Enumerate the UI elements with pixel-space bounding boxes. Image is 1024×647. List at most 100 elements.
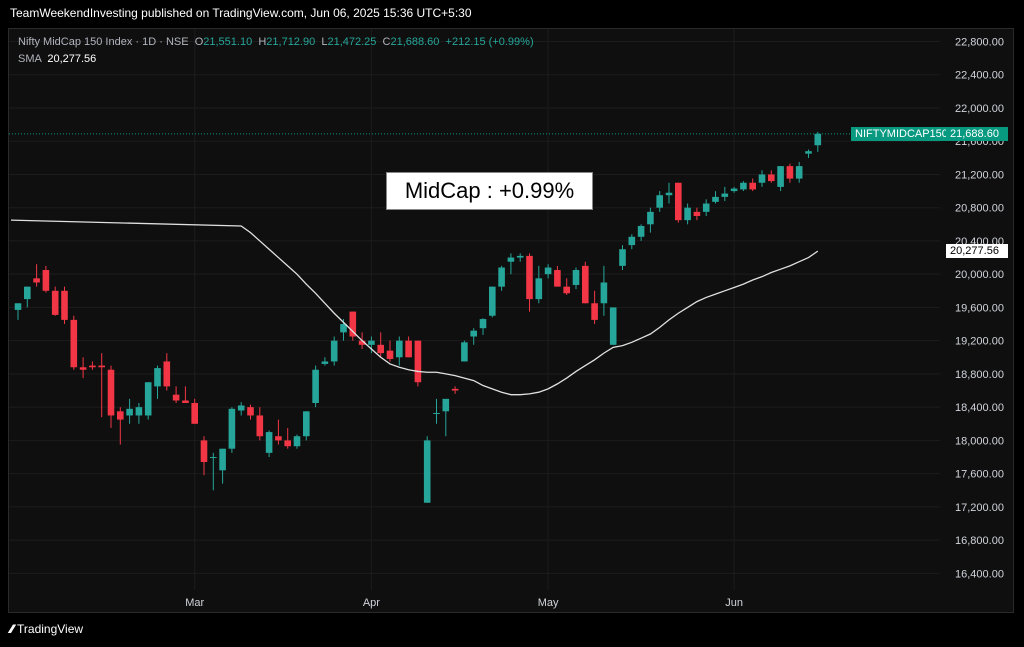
candle-body xyxy=(377,344,384,354)
candle[interactable] xyxy=(805,149,812,158)
candle-body xyxy=(265,432,273,453)
candle[interactable] xyxy=(693,207,701,221)
candle[interactable] xyxy=(349,311,357,341)
candle[interactable] xyxy=(396,336,403,366)
candle[interactable] xyxy=(665,182,673,204)
price-axis: 22,800.0022,400.0022,000.0021,600.0021,2… xyxy=(955,36,1004,580)
candle[interactable] xyxy=(656,191,663,212)
candle[interactable] xyxy=(330,336,338,366)
candle[interactable] xyxy=(433,398,440,424)
candle[interactable] xyxy=(470,328,477,345)
sma-line xyxy=(10,219,819,396)
legend-symbol[interactable]: Nifty MidCap 150 Index · 1D · NSE xyxy=(18,36,189,48)
candle[interactable] xyxy=(768,170,775,183)
candle[interactable] xyxy=(237,402,245,416)
candle[interactable] xyxy=(33,264,40,287)
candle[interactable] xyxy=(516,253,524,262)
candle[interactable] xyxy=(144,382,152,420)
candle[interactable] xyxy=(284,427,291,449)
candle[interactable] xyxy=(293,434,301,449)
candle[interactable] xyxy=(758,170,766,187)
candle[interactable] xyxy=(303,411,310,441)
candle[interactable] xyxy=(572,267,580,290)
candle[interactable] xyxy=(321,357,329,366)
candle[interactable] xyxy=(89,361,96,370)
candle[interactable] xyxy=(582,261,589,304)
candle[interactable] xyxy=(247,404,254,420)
candle[interactable] xyxy=(154,365,161,399)
legend-sma-row[interactable]: SMA 20,277.56 xyxy=(18,51,534,68)
candle[interactable] xyxy=(461,340,468,362)
candle[interactable] xyxy=(535,265,543,304)
candle[interactable] xyxy=(554,265,561,287)
candle[interactable] xyxy=(14,303,22,320)
candle-body xyxy=(656,195,663,208)
candle[interactable] xyxy=(79,357,87,379)
candle[interactable] xyxy=(628,234,636,250)
candle[interactable] xyxy=(479,318,487,335)
candle[interactable] xyxy=(702,199,710,216)
candle[interactable] xyxy=(135,403,143,424)
candle-body xyxy=(117,411,124,420)
candle[interactable] xyxy=(721,186,729,202)
candle[interactable] xyxy=(544,264,552,279)
candle[interactable] xyxy=(414,340,422,387)
candle[interactable] xyxy=(498,265,505,291)
candle[interactable] xyxy=(489,286,496,318)
candle[interactable] xyxy=(200,436,208,476)
candle[interactable] xyxy=(451,386,459,394)
candle[interactable] xyxy=(712,191,719,204)
candle[interactable] xyxy=(275,419,282,445)
candle-body xyxy=(702,203,710,212)
candle-body xyxy=(172,394,180,401)
candle[interactable] xyxy=(42,265,50,293)
candle[interactable] xyxy=(600,265,608,316)
candle[interactable] xyxy=(172,386,180,403)
candle[interactable] xyxy=(777,166,784,192)
candle[interactable] xyxy=(98,353,105,418)
candle[interactable] xyxy=(795,161,803,183)
candle[interactable] xyxy=(637,224,645,241)
candle[interactable] xyxy=(423,436,431,503)
candle[interactable] xyxy=(126,398,133,424)
chart-panel[interactable] xyxy=(8,28,1014,613)
candle[interactable] xyxy=(526,253,533,312)
candle[interactable] xyxy=(51,286,59,316)
candle[interactable] xyxy=(210,452,217,491)
candle[interactable] xyxy=(507,253,515,275)
candle[interactable] xyxy=(675,182,682,223)
candle[interactable] xyxy=(228,407,236,453)
candle[interactable] xyxy=(563,278,570,295)
candle[interactable] xyxy=(265,430,273,458)
candle[interactable] xyxy=(386,340,394,362)
candle[interactable] xyxy=(182,386,189,403)
candle[interactable] xyxy=(61,286,68,325)
candle-body xyxy=(33,278,40,283)
candle[interactable] xyxy=(256,407,264,441)
candle[interactable] xyxy=(405,336,412,358)
candle[interactable] xyxy=(619,245,626,271)
candle[interactable] xyxy=(107,365,115,428)
candle[interactable] xyxy=(117,407,124,445)
candle[interactable] xyxy=(749,178,756,192)
footer-brand[interactable]: ⁄⁄⁄ TradingView xyxy=(10,622,83,636)
candle[interactable] xyxy=(591,290,598,325)
candle[interactable] xyxy=(163,353,171,391)
candle[interactable] xyxy=(609,307,617,345)
candle[interactable] xyxy=(684,203,691,225)
candle[interactable] xyxy=(786,163,794,183)
candle[interactable] xyxy=(377,332,384,358)
candle[interactable] xyxy=(312,365,319,408)
candle[interactable] xyxy=(647,207,654,233)
candle[interactable] xyxy=(442,398,450,437)
candle[interactable] xyxy=(24,286,31,308)
candle[interactable] xyxy=(814,131,822,152)
candle[interactable] xyxy=(730,186,738,193)
candle[interactable] xyxy=(219,448,226,484)
candle[interactable] xyxy=(191,398,198,424)
candle[interactable] xyxy=(70,315,78,370)
annotation-label[interactable]: MidCap : +0.99% xyxy=(386,172,593,210)
candle[interactable] xyxy=(368,336,375,354)
candle[interactable] xyxy=(740,181,747,192)
